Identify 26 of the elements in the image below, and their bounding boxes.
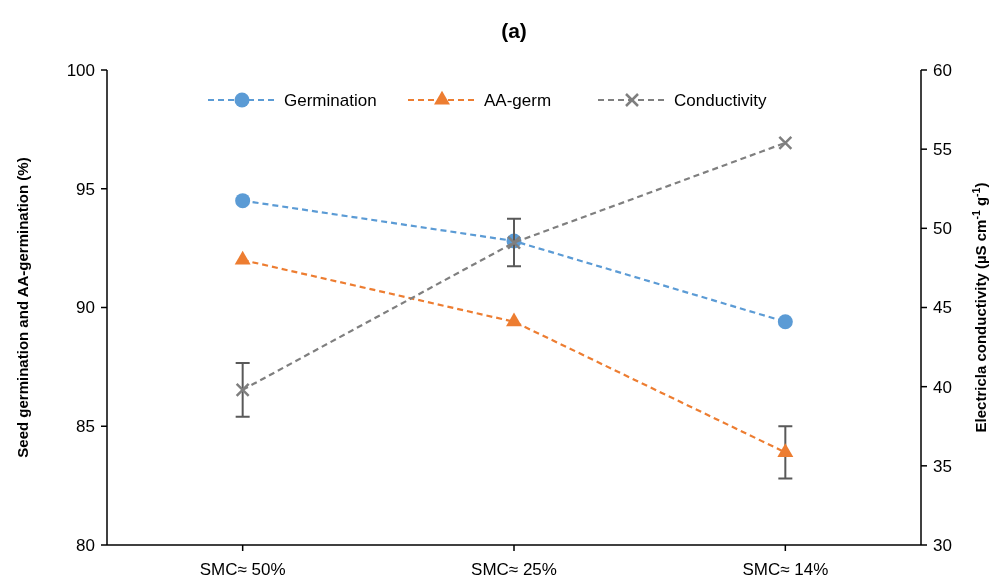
point xyxy=(778,135,793,151)
legend-label: AA-germ xyxy=(484,90,552,110)
y-tick-label: 100 xyxy=(66,60,95,80)
chart-title: (a) xyxy=(501,19,527,42)
point xyxy=(777,443,794,457)
y-axis-title: Seed germination and AA-germination (%) xyxy=(14,157,31,458)
legend-label: Conductivity xyxy=(674,90,768,110)
y2-tick-label: 35 xyxy=(933,456,952,476)
y2-tick-label: 55 xyxy=(933,140,952,160)
x-tick-label: SMC≈ 50% xyxy=(199,560,286,579)
y2-tick-label: 30 xyxy=(933,535,952,555)
y2-tick-label: 60 xyxy=(933,60,952,80)
y-tick-label: 95 xyxy=(76,179,95,199)
y2-tick-label: 40 xyxy=(933,377,952,397)
y2-tick-label: 45 xyxy=(933,298,952,318)
point xyxy=(506,312,522,327)
x-tick-label: SMC≈ 14% xyxy=(742,560,829,579)
y-tick-label: 85 xyxy=(76,417,95,437)
y-tick-label: 80 xyxy=(76,535,95,555)
point xyxy=(235,193,251,209)
x-tick-label: SMC≈ 25% xyxy=(471,560,557,579)
point xyxy=(777,314,793,330)
legend-label: Germination xyxy=(284,90,377,110)
point xyxy=(235,382,250,398)
y2-tick-label: 50 xyxy=(933,219,952,239)
y-tick-label: 90 xyxy=(76,298,95,318)
